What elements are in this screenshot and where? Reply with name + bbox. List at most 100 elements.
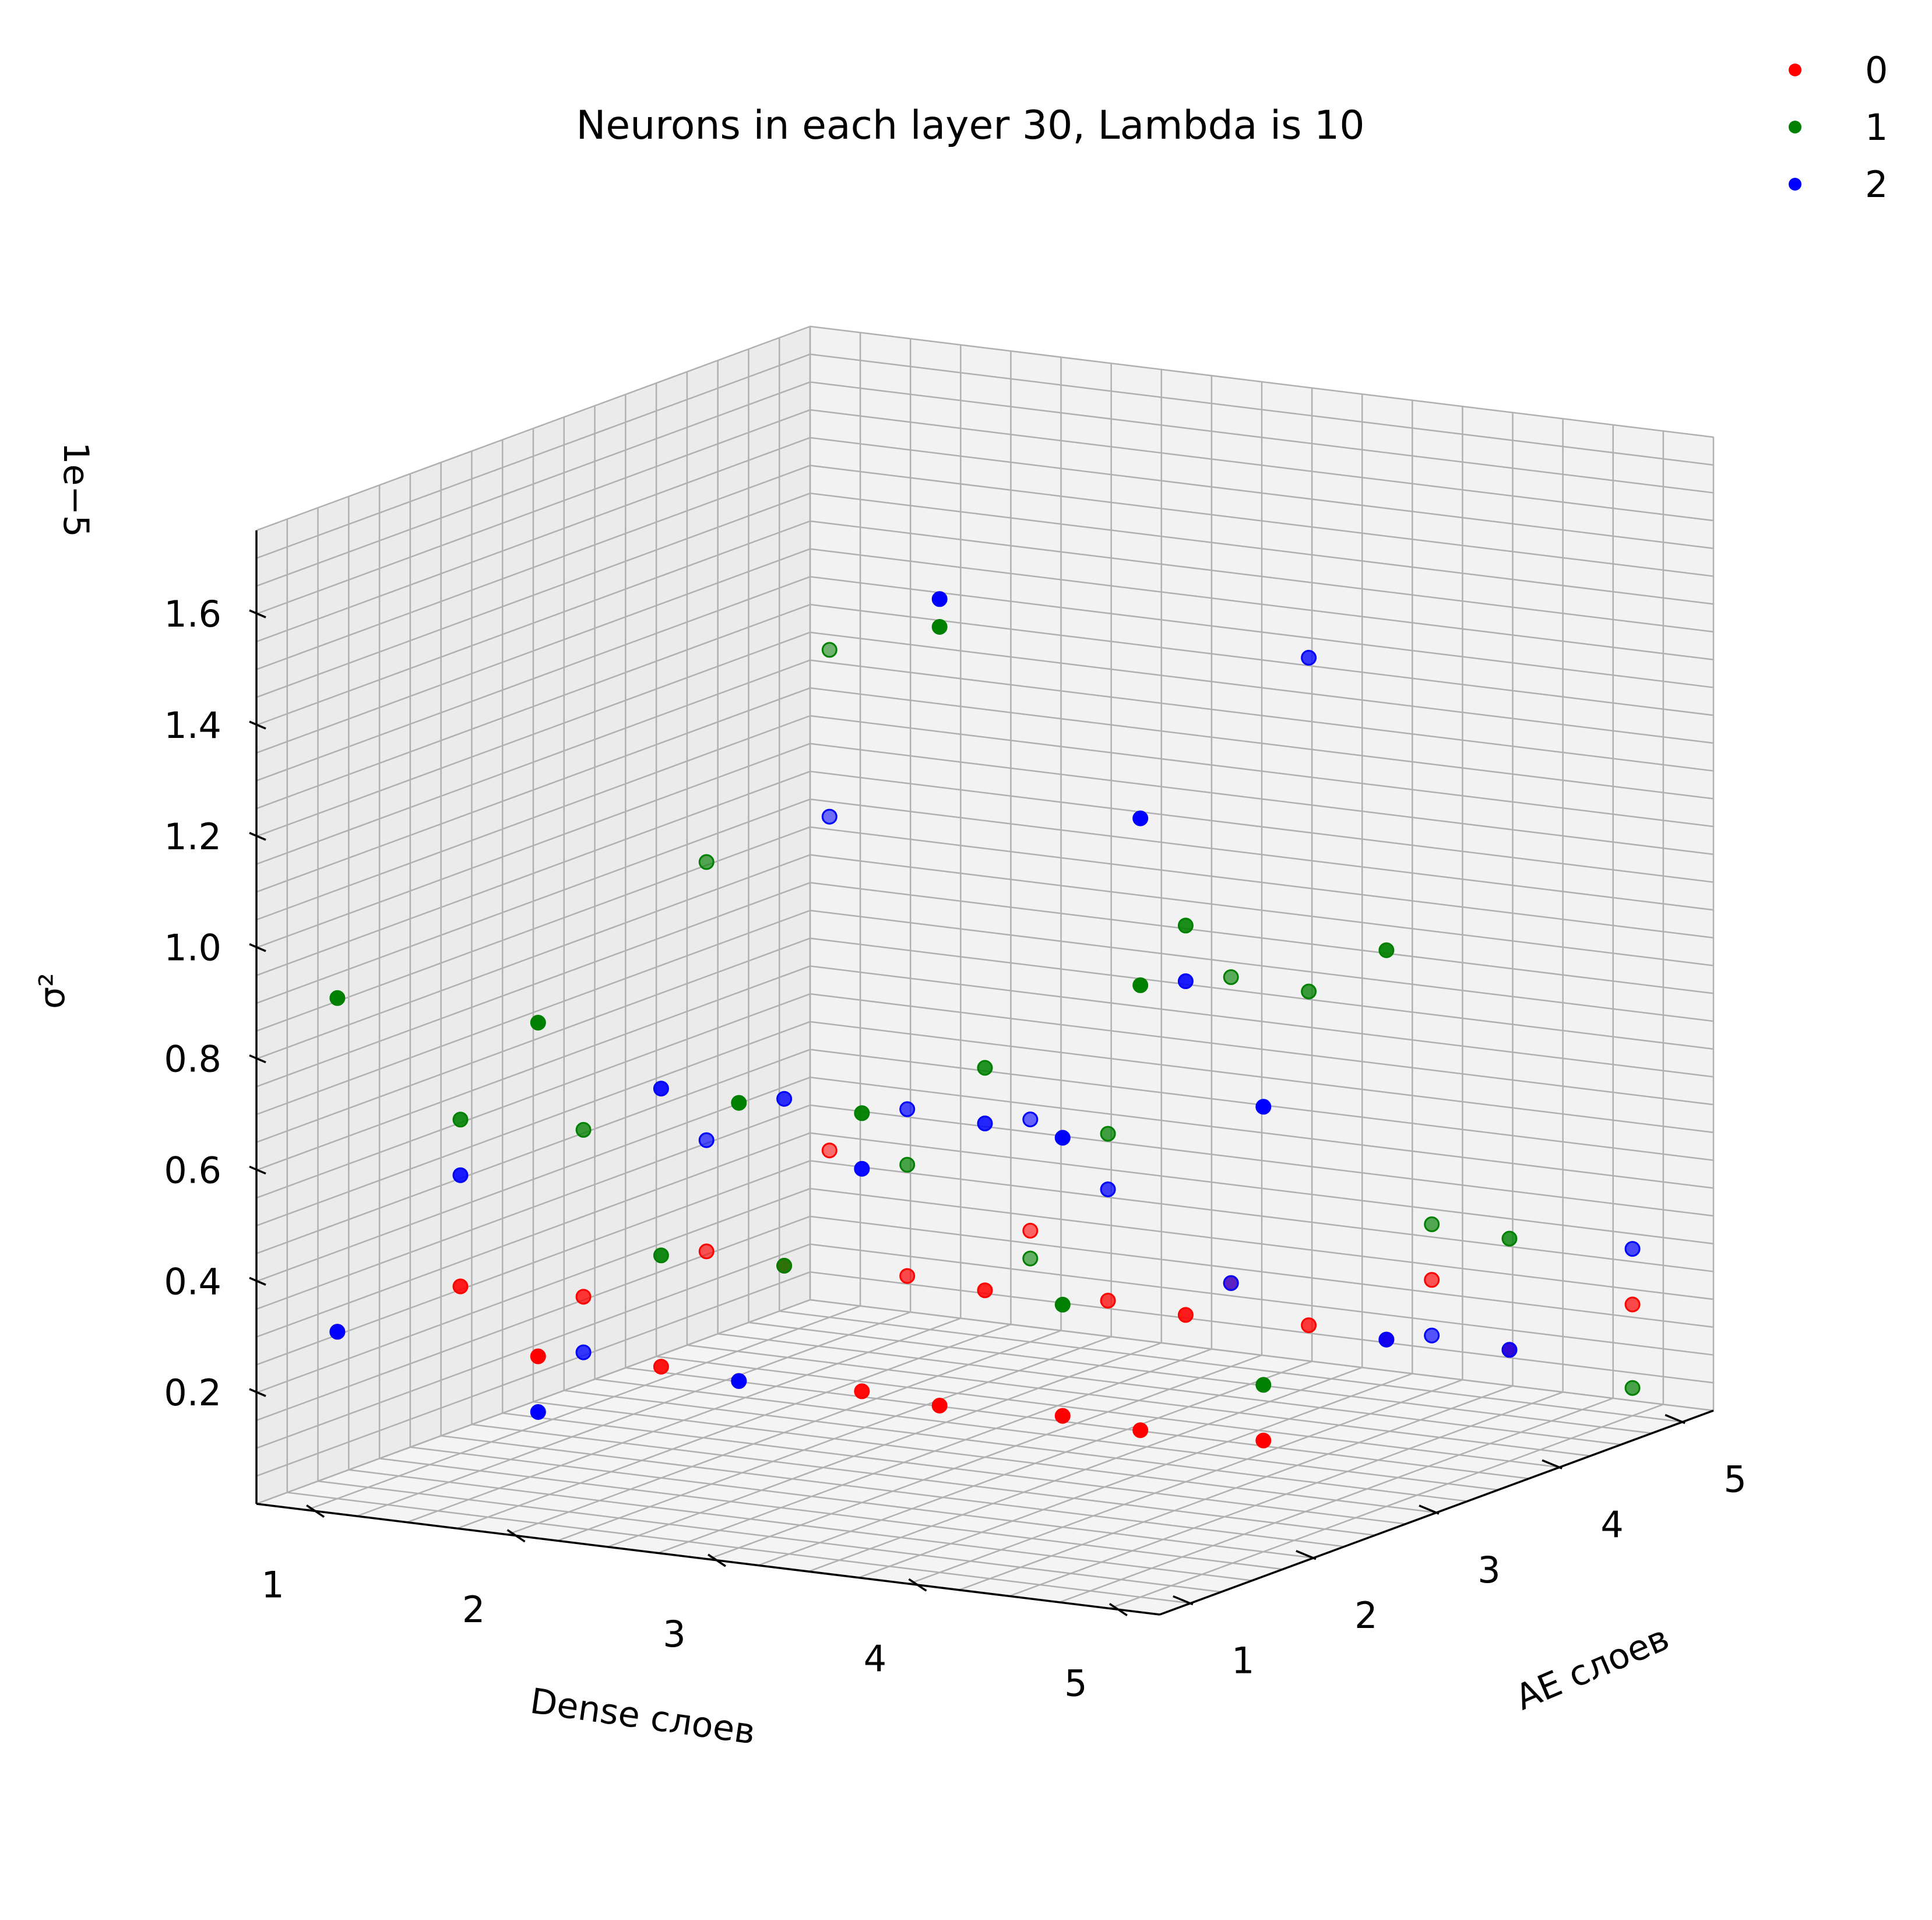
data-point-series-2 [931,591,948,607]
floor-gridline-x [1109,1404,1664,1609]
x-tick-mark [306,1504,325,1518]
back-gridline-z [810,909,1714,1022]
legend-label-0: 0 [1865,49,1888,92]
z-tick-mark [249,1165,266,1175]
y-tick-mark [1419,1504,1440,1515]
back-gridline-z [810,1021,1714,1134]
x-tick-label: 1 [261,1564,284,1606]
data-point-series-1 [1301,983,1317,1000]
side-gridline-z [256,826,811,1032]
z-tick-mark [249,720,266,730]
data-point-series-2 [1301,649,1317,666]
side-gridline-z [256,937,811,1143]
side-gridline-z [256,965,811,1171]
side-gridline-z [256,1271,811,1477]
back-gridline-z [810,965,1714,1078]
data-point-series-1 [731,1095,747,1111]
side-gridline-z [256,325,811,532]
side-gridline-z [256,465,811,670]
y-tick-mark [1296,1550,1317,1560]
y-tick-label: 1 [1231,1640,1254,1682]
data-point-series-1 [698,854,715,870]
data-point-series-0 [1177,1307,1194,1323]
back-gridline-z [810,715,1714,828]
back-gridline-z [810,771,1714,883]
data-point-series-0 [530,1348,546,1365]
z-tick-label: 1.6 [164,593,221,635]
side-gridline-z [256,493,811,698]
x-tick-label: 2 [462,1588,485,1631]
z-tick-mark [249,1054,266,1064]
side-gridline-z [256,576,811,782]
legend-marker-0 [1789,64,1801,76]
data-point-series-1 [1100,1126,1116,1142]
data-point-series-2 [854,1161,870,1177]
data-point-series-1 [977,1060,993,1076]
data-point-series-2 [1054,1130,1071,1146]
back-gridline-z [810,409,1714,522]
back-gridline-z [810,826,1714,939]
data-point-series-0 [1624,1296,1641,1313]
side-gridline-z [256,1243,811,1449]
data-point-series-1 [1177,917,1194,934]
side-gridline-z [256,603,811,810]
side-gridline-z [256,771,811,976]
chart-title: Neurons in each layer 30, Lambda is 10 [576,103,1364,149]
side-gridline-z [256,631,811,838]
z-tick-label: 1.2 [164,815,221,858]
z-tick-label: 0.8 [164,1038,221,1081]
data-point-series-0 [1301,1317,1317,1334]
z-tick-label: 0.4 [164,1260,221,1303]
back-gridline-z [810,854,1714,966]
data-point-series-0 [977,1282,993,1299]
y-tick-label: 4 [1600,1503,1623,1546]
back-gridline-z [810,1104,1714,1217]
data-point-series-0 [698,1243,715,1260]
legend-label-2: 2 [1865,163,1888,206]
back-gridline-z [810,381,1714,494]
side-gridline-z [256,1077,811,1282]
z-tick-mark [249,1277,266,1286]
side-gridline-z [256,659,811,865]
data-point-series-2 [1378,1331,1395,1348]
data-point-series-2 [530,1404,546,1420]
data-point-series-2 [1501,1342,1518,1358]
side-gridline-z [256,993,811,1199]
data-point-series-1 [1424,1216,1440,1232]
legend-marker-2 [1789,178,1801,191]
data-point-series-2 [452,1167,469,1183]
side-gridline-z [256,1299,811,1505]
side-gridline-z [256,1132,811,1338]
data-point-series-1 [931,619,948,635]
back-gridline-z [810,798,1714,911]
chart-tick-labels: 1 2 3 4 5 1 2 3 4 5 0.2 0.4 0.6 0.8 1.0 1.2 1.4 1.6 [164,593,1747,1704]
data-point-series-1 [575,1121,592,1138]
data-point-series-2 [1132,810,1149,827]
x-tick-label: 3 [663,1613,685,1655]
data-point-series-0 [452,1278,469,1295]
back-gridline-z [810,743,1714,855]
side-gridline-z [256,437,811,643]
y-axis-label: AE слоев [1509,1617,1675,1718]
data-point-series-1 [1022,1250,1039,1267]
z-tick-mark [249,943,266,952]
data-point-series-0 [931,1398,948,1413]
chart-points [329,591,1641,1448]
data-point-series-1 [821,642,837,658]
data-point-series-2 [1424,1327,1440,1344]
side-gridline-z [256,1021,811,1227]
back-gridline-z [810,353,1714,466]
back-gridline-z [810,576,1714,688]
back-gridline-z [810,465,1714,577]
side-gridline-z [256,687,811,893]
data-point-series-2 [1100,1181,1116,1197]
floor-gridline-y [748,1321,1652,1434]
back-gridline-z [810,1077,1714,1189]
chart-axes [249,530,1714,1616]
data-point-series-0 [854,1383,870,1399]
data-point-series-1 [329,990,346,1006]
side-gridline-z [256,1215,811,1422]
back-gridline-z [810,1215,1714,1328]
data-point-series-0 [899,1268,916,1284]
